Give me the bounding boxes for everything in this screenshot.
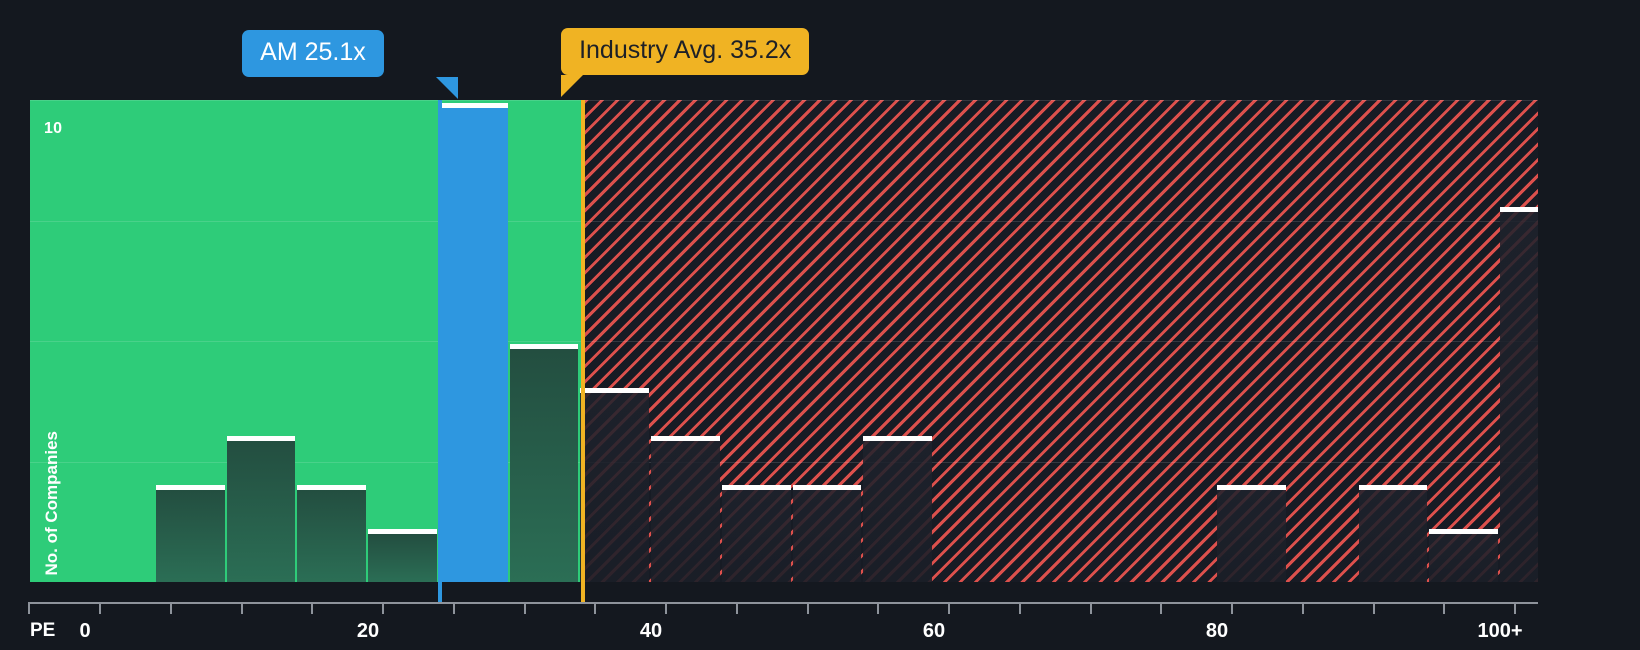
bar[interactable]: [580, 388, 649, 582]
bar[interactable]: [226, 436, 296, 582]
x-axis-tick: [1089, 602, 1092, 614]
y-axis-title: No. of Companies: [42, 431, 61, 576]
x-axis-tick: [948, 602, 951, 614]
bar-highlighted[interactable]: [438, 103, 508, 582]
x-axis-tick: [311, 602, 314, 614]
x-axis-title: PE: [30, 620, 56, 641]
bar-cap: [509, 344, 579, 350]
bar[interactable]: [297, 484, 366, 582]
bar-cap: [226, 436, 296, 442]
bar[interactable]: [792, 484, 862, 582]
x-axis-tick: [1443, 602, 1446, 614]
x-axis-tick-label: 20: [356, 620, 380, 642]
x-axis-tick: [382, 602, 385, 614]
bar-cap: [651, 436, 720, 442]
x-axis-tick: [1301, 602, 1304, 614]
x-axis-tick-label: 40: [639, 620, 663, 642]
marker-line-company-pe: [438, 100, 443, 602]
bar-cap: [1500, 207, 1538, 213]
bar-cap: [580, 388, 649, 394]
bar-cap: [1217, 484, 1286, 490]
bar-cap: [438, 103, 508, 109]
bar[interactable]: [155, 484, 225, 582]
x-axis-tick: [169, 602, 172, 614]
callout-company-pe[interactable]: AM 25.1x: [242, 30, 459, 99]
bar[interactable]: [863, 436, 932, 582]
bar[interactable]: [1358, 484, 1428, 582]
callout-industry-average-pe-label: Industry Avg. 35.2x: [579, 36, 792, 64]
x-axis-tick: [1160, 602, 1163, 614]
x-axis-tick-label: 0: [79, 620, 91, 642]
bar-cap: [721, 484, 791, 490]
x-axis-tick: [735, 602, 738, 614]
plot-area: 10 No. of Companies: [30, 100, 1538, 582]
bar[interactable]: [509, 344, 579, 582]
callout-industry-average-pe[interactable]: Industry Avg. 35.2x: [561, 28, 810, 97]
bar[interactable]: [368, 528, 437, 582]
bar[interactable]: [1429, 528, 1498, 582]
x-axis-tick: [594, 602, 597, 614]
x-axis-tick: [28, 602, 31, 614]
bar[interactable]: [651, 436, 720, 582]
callout-tail-icon: [436, 77, 459, 99]
x-axis-line: [30, 602, 1538, 604]
x-axis-tick-label: 60: [922, 620, 946, 642]
bar-cap: [155, 484, 225, 490]
callout-tail-icon: [561, 75, 584, 97]
x-axis-tick-label: 80: [1205, 620, 1229, 642]
bar-cap: [368, 528, 437, 534]
x-axis-tick: [806, 602, 809, 614]
y-tick-label-10: 10: [44, 120, 63, 137]
bar-cap: [1358, 484, 1428, 490]
x-axis-tick: [1372, 602, 1375, 614]
bar[interactable]: [1500, 207, 1538, 582]
bar[interactable]: [1217, 484, 1286, 582]
x-axis-tick-label: 100+: [1477, 620, 1523, 642]
x-axis-tick: [240, 602, 243, 614]
bar-cap: [863, 436, 932, 442]
x-axis-tick: [1231, 602, 1234, 614]
x-axis-tick: [1018, 602, 1021, 614]
x-axis-tick: [665, 602, 668, 614]
x-axis-tick: [99, 602, 102, 614]
bar-cap: [1429, 528, 1498, 534]
x-axis-tick: [523, 602, 526, 614]
bar[interactable]: [721, 484, 791, 582]
x-axis-tick: [877, 602, 880, 614]
marker-line-industry-average-pe: [581, 100, 586, 602]
x-axis-tick: [452, 602, 455, 614]
bar-cap: [792, 484, 862, 490]
x-axis-tick: [1514, 602, 1517, 614]
bar-cap: [297, 484, 366, 490]
callout-company-pe-label: AM 25.1x: [260, 38, 366, 66]
